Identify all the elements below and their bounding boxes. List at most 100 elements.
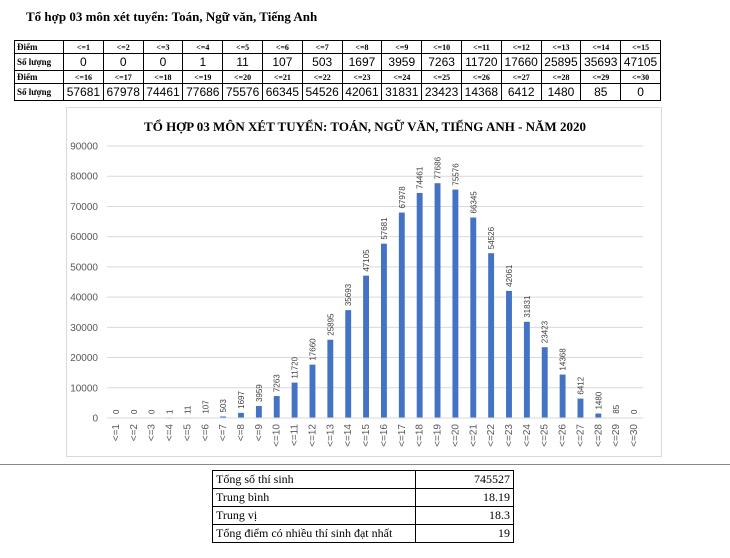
score-header-cell: <=8: [341, 40, 383, 54]
score-row-label: Điểm: [14, 40, 64, 54]
score-header-cell: <=29: [580, 70, 622, 84]
count-row-label: Số lượng: [14, 53, 64, 71]
bar: [291, 382, 298, 418]
data-label: 0: [148, 409, 157, 414]
count-cell: 1480: [540, 83, 582, 101]
y-tick-label: 10000: [70, 383, 98, 394]
data-label: 11: [183, 405, 192, 414]
stats-value: 18.19: [415, 488, 514, 507]
count-cell: 25895: [540, 53, 582, 71]
count-cell: 23423: [421, 83, 462, 101]
count-cell: 57681: [63, 83, 104, 101]
x-tick-label: <=19: [433, 424, 444, 447]
score-header-cell: <=16: [63, 70, 104, 84]
y-tick-label: 40000: [70, 293, 98, 304]
bar: [577, 398, 584, 418]
x-tick-label: <=12: [307, 424, 318, 447]
x-tick-label: <=17: [397, 424, 408, 447]
stats-label: Tổng số thí sinh: [212, 470, 416, 489]
score-header-cell: <=3: [142, 40, 184, 54]
score-header-cell: <=20: [222, 70, 263, 84]
count-cell: 17660: [500, 53, 542, 71]
score-distribution-table-1: Điểm <=1 <=2 <=3 <=4 <=5 <=6 <=7 <=8 <=9 <=10 <=11 <…: [14, 40, 661, 71]
count-cell: 77686: [182, 83, 224, 101]
bar: [327, 339, 334, 418]
score-header-cell: <=5: [222, 40, 263, 54]
count-row-label: Số lượng: [14, 83, 64, 101]
chart-title: TỔ HỢP 03 MÔN XÉT TUYỂN: TOÁN, NGỮ VĂN, …: [144, 119, 586, 134]
data-label: 35693: [344, 283, 353, 306]
count-cell: 1: [182, 53, 224, 71]
x-tick-label: <=28: [593, 424, 604, 447]
count-cell: 31831: [381, 83, 423, 101]
data-label: 75576: [451, 163, 460, 186]
count-cell: 0: [620, 83, 661, 101]
stats-row: Trung bình 18.19: [212, 488, 514, 507]
bar: [273, 396, 280, 418]
score-header-cell: <=6: [261, 40, 303, 54]
score-header-cell: <=2: [102, 40, 144, 54]
score-distribution-table-2: Điểm <=16 <=17 <=18 <=19 <=20 <=21 <=22 <=23 <=24…: [14, 70, 661, 101]
x-tick-label: <=4: [165, 424, 176, 442]
score-header-cell: <=24: [381, 70, 423, 84]
x-tick-label: <=3: [147, 424, 158, 442]
data-label: 0: [130, 409, 139, 414]
score-header-cell: <=28: [540, 70, 582, 84]
x-tick-label: <=5: [182, 424, 193, 442]
bar: [595, 413, 602, 418]
stats-value: 18.3: [415, 506, 514, 525]
x-tick-label: <=21: [468, 424, 479, 447]
count-cell: 6412: [500, 83, 542, 101]
x-tick-label: <=18: [415, 424, 426, 447]
data-label: 23423: [541, 320, 550, 343]
score-row-label: Điểm: [14, 70, 64, 84]
data-label: 74461: [416, 166, 425, 189]
x-tick-label: <=30: [629, 424, 640, 447]
bar: [309, 364, 316, 418]
bar: [523, 321, 530, 418]
count-cell: 42061: [341, 83, 383, 101]
data-label: 47105: [362, 249, 371, 272]
score-header-cell: <=30: [620, 70, 661, 84]
count-cell: 74461: [142, 83, 184, 101]
data-label: 85: [612, 404, 621, 413]
count-row: Số lượng 57681 67978 74461 77686 75576 66345 54…: [14, 83, 661, 101]
y-tick-label: 60000: [70, 232, 98, 243]
data-label: 17660: [308, 338, 317, 361]
x-tick-label: <=16: [379, 424, 390, 447]
bar: [345, 310, 352, 418]
bar: [398, 212, 405, 418]
y-tick-label: 70000: [70, 202, 98, 213]
data-label: 14368: [559, 348, 568, 371]
score-header-cell: <=21: [261, 70, 303, 84]
y-tick-label: 0: [92, 414, 98, 425]
x-tick-label: <=2: [129, 424, 140, 442]
bar: [220, 416, 227, 418]
count-cell: 11720: [460, 53, 502, 71]
count-cell: 0: [63, 53, 104, 71]
data-label: 3959: [255, 384, 264, 402]
score-header-cell: <=19: [182, 70, 224, 84]
count-cell: 503: [301, 53, 343, 71]
x-tick-label: <=6: [200, 424, 211, 442]
data-label: 1: [166, 409, 175, 414]
x-tick-label: <=8: [236, 424, 247, 442]
score-header-cell: <=10: [421, 40, 462, 54]
x-tick-label: <=10: [272, 424, 283, 447]
count-cell: 1697: [341, 53, 383, 71]
y-tick-label: 30000: [70, 323, 98, 334]
bar: [238, 412, 244, 418]
bar: [380, 243, 387, 418]
x-tick-label: <=7: [218, 424, 229, 442]
x-tick-label: <=25: [540, 424, 551, 447]
score-header-cell: <=26: [460, 70, 502, 84]
score-header-row: Điểm <=16 <=17 <=18 <=19 <=20 <=21 <=22 <=23 <=24…: [14, 70, 661, 84]
score-header-cell: <=14: [580, 40, 622, 54]
page-title: Tổ hợp 03 môn xét tuyển: Toán, Ngữ văn, …: [26, 9, 318, 24]
score-header-cell: <=17: [102, 70, 144, 84]
score-header-cell: <=1: [63, 40, 104, 54]
y-tick-label: 20000: [70, 353, 98, 364]
count-cell: 107: [261, 53, 303, 71]
count-cell: 7263: [421, 53, 462, 71]
x-tick-label: <=11: [290, 424, 301, 446]
